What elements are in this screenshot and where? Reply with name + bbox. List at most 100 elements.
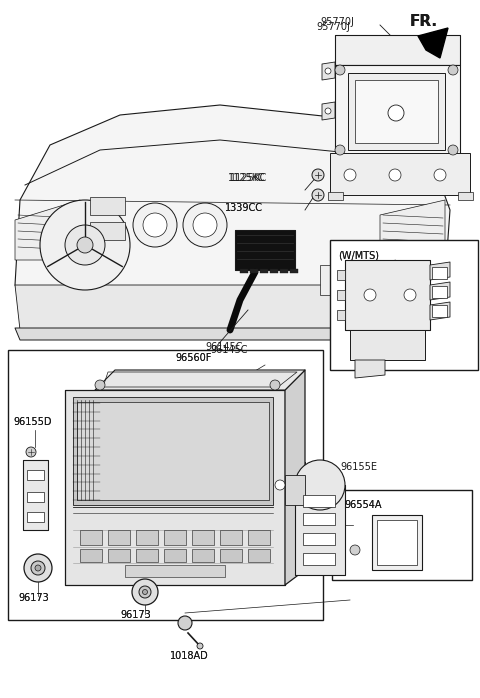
Text: 95770J: 95770J xyxy=(316,22,350,32)
Bar xyxy=(136,549,158,562)
Circle shape xyxy=(143,590,147,595)
Polygon shape xyxy=(77,402,269,500)
Text: FR.: FR. xyxy=(410,15,438,29)
Polygon shape xyxy=(345,260,430,330)
Bar xyxy=(303,553,335,565)
Text: 96173: 96173 xyxy=(120,610,151,620)
Circle shape xyxy=(335,65,345,75)
Polygon shape xyxy=(15,105,450,330)
Polygon shape xyxy=(355,360,385,378)
Polygon shape xyxy=(430,302,450,320)
Polygon shape xyxy=(23,460,48,530)
Text: 96554A: 96554A xyxy=(344,500,382,510)
Polygon shape xyxy=(335,35,460,65)
Circle shape xyxy=(325,108,331,114)
Bar xyxy=(220,549,242,562)
Text: 1018AD: 1018AD xyxy=(170,651,209,661)
Bar xyxy=(27,470,44,480)
Polygon shape xyxy=(430,262,450,280)
Circle shape xyxy=(143,213,167,237)
Text: 96173: 96173 xyxy=(120,610,151,620)
Bar xyxy=(90,197,125,215)
Text: 95770J: 95770J xyxy=(320,17,354,27)
Text: 96510G: 96510G xyxy=(358,266,396,276)
Bar xyxy=(80,549,102,562)
Circle shape xyxy=(26,447,36,457)
Bar xyxy=(330,240,478,370)
Circle shape xyxy=(388,105,404,121)
Bar xyxy=(330,153,470,195)
Text: 96560F: 96560F xyxy=(175,353,211,363)
Polygon shape xyxy=(335,65,460,155)
Bar xyxy=(260,269,268,273)
Bar xyxy=(372,515,422,570)
Text: (W/MTS): (W/MTS) xyxy=(338,250,379,260)
Bar xyxy=(240,269,248,273)
Bar xyxy=(432,286,447,298)
Polygon shape xyxy=(322,102,335,120)
Bar xyxy=(340,297,405,315)
Bar xyxy=(303,513,335,525)
Circle shape xyxy=(197,643,203,649)
Circle shape xyxy=(275,480,285,490)
Bar xyxy=(27,492,44,502)
Bar xyxy=(348,73,445,150)
Circle shape xyxy=(31,561,45,575)
Circle shape xyxy=(65,225,105,265)
Text: 96510G: 96510G xyxy=(356,265,394,275)
Polygon shape xyxy=(380,200,445,260)
Text: 96145C: 96145C xyxy=(205,342,242,352)
Circle shape xyxy=(312,169,324,181)
Bar xyxy=(164,549,186,562)
Text: 96173: 96173 xyxy=(18,593,49,603)
Text: (W/MTS): (W/MTS) xyxy=(338,250,379,260)
Circle shape xyxy=(139,586,151,598)
Bar xyxy=(328,192,343,200)
Circle shape xyxy=(344,169,356,181)
Circle shape xyxy=(448,145,458,155)
Circle shape xyxy=(178,616,192,630)
Circle shape xyxy=(404,289,416,301)
Polygon shape xyxy=(235,230,295,270)
Polygon shape xyxy=(430,282,450,300)
Bar xyxy=(90,222,125,240)
Bar xyxy=(332,490,472,580)
Text: 1339CC: 1339CC xyxy=(225,203,263,213)
Polygon shape xyxy=(418,28,448,58)
Text: 96173: 96173 xyxy=(18,593,49,603)
Polygon shape xyxy=(285,370,305,585)
Circle shape xyxy=(270,380,280,390)
Polygon shape xyxy=(350,330,425,360)
Text: 1339CC: 1339CC xyxy=(225,203,263,213)
Circle shape xyxy=(132,579,158,605)
Bar xyxy=(432,267,447,279)
Text: 96145C: 96145C xyxy=(210,345,248,355)
Bar xyxy=(8,350,323,620)
Circle shape xyxy=(434,169,446,181)
Circle shape xyxy=(35,565,41,571)
Polygon shape xyxy=(322,62,335,80)
Bar xyxy=(192,530,214,545)
Circle shape xyxy=(335,145,345,155)
Bar xyxy=(27,512,44,522)
Text: 96155D: 96155D xyxy=(13,417,51,427)
Circle shape xyxy=(389,169,401,181)
Circle shape xyxy=(295,460,345,510)
Bar xyxy=(337,290,345,300)
Bar xyxy=(192,549,214,562)
Bar xyxy=(220,530,242,545)
Bar xyxy=(248,530,270,545)
Text: 96560F: 96560F xyxy=(175,353,211,363)
Circle shape xyxy=(448,65,458,75)
Bar xyxy=(355,80,438,143)
Bar xyxy=(290,269,298,273)
Bar xyxy=(337,310,345,320)
Bar xyxy=(458,192,473,200)
Bar xyxy=(303,495,335,507)
Circle shape xyxy=(77,237,93,253)
Circle shape xyxy=(40,200,130,290)
Bar xyxy=(125,565,225,577)
Bar xyxy=(280,269,288,273)
Polygon shape xyxy=(65,390,285,585)
Text: FR.: FR. xyxy=(410,15,438,29)
